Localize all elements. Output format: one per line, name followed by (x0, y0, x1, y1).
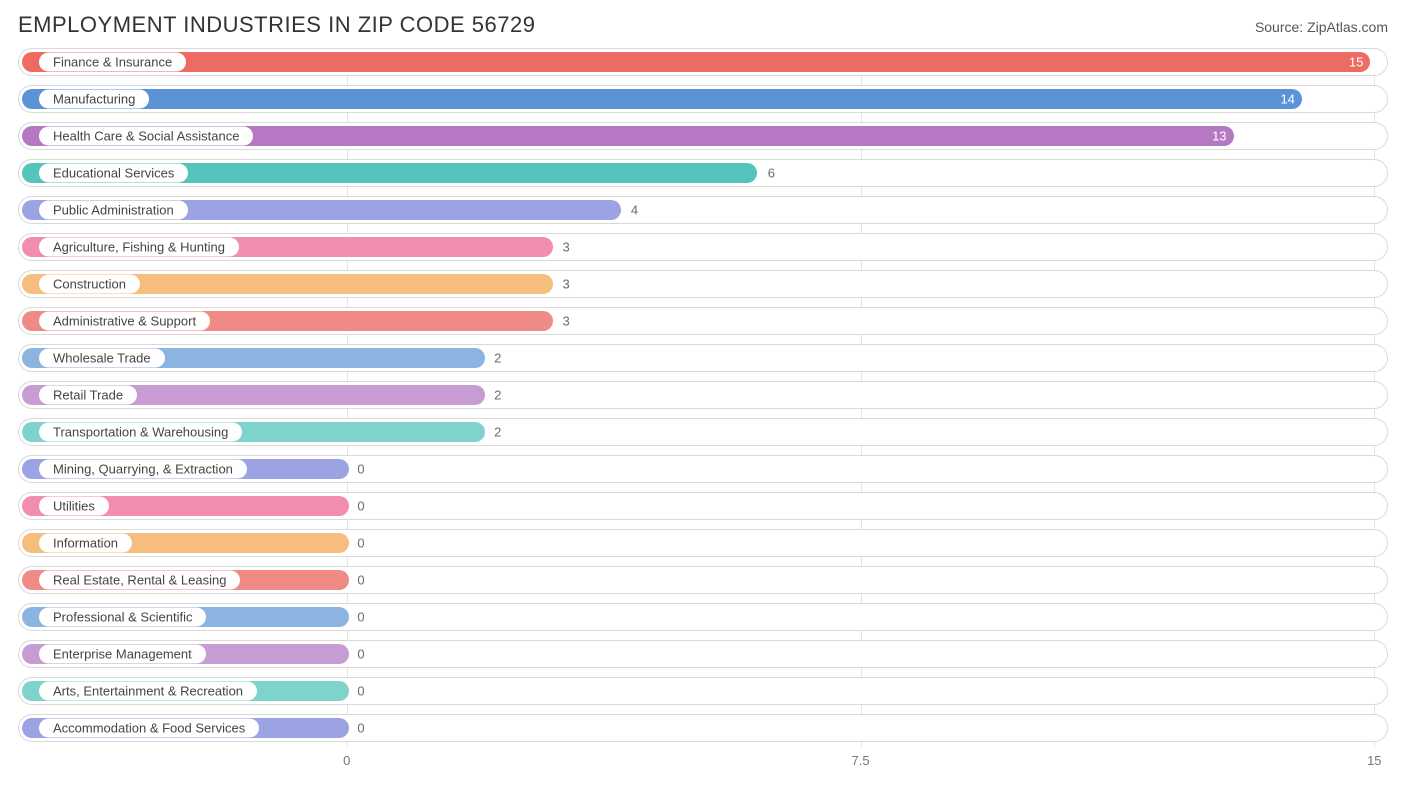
bar-label-pill: Finance & Insurance (39, 53, 186, 72)
bar-label-pill: Professional & Scientific (39, 608, 206, 627)
bar-value: 0 (357, 499, 364, 514)
bar-label-pill: Educational Services (39, 164, 188, 183)
bar-label-pill: Mining, Quarrying, & Extraction (39, 460, 247, 479)
bar-value: 6 (768, 166, 775, 181)
bar-label-pill: Real Estate, Rental & Leasing (39, 571, 240, 590)
bar-label-pill: Public Administration (39, 201, 188, 220)
chart-header: EMPLOYMENT INDUSTRIES IN ZIP CODE 56729 … (18, 12, 1388, 38)
bar-row: Accommodation & Food Services 0 (18, 714, 1388, 742)
bar-value: 2 (494, 388, 501, 403)
bar-value: 15 (1349, 55, 1363, 70)
x-axis: 0 7.5 15 (18, 751, 1388, 775)
bar-label-pill: Retail Trade (39, 386, 137, 405)
bar (22, 52, 1370, 72)
bar-row: Information 0 (18, 529, 1388, 557)
bar (22, 89, 1302, 109)
axis-tick: 7.5 (852, 753, 870, 768)
bar-value: 2 (494, 351, 501, 366)
chart-source: Source: ZipAtlas.com (1255, 19, 1388, 35)
bar-row: Enterprise Management 0 (18, 640, 1388, 668)
bar-row: Mining, Quarrying, & Extraction 0 (18, 455, 1388, 483)
bar-label-pill: Health Care & Social Assistance (39, 127, 253, 146)
bar-label-pill: Agriculture, Fishing & Hunting (39, 238, 239, 257)
bar-value: 0 (357, 610, 364, 625)
bar-row: Health Care & Social Assistance 13 (18, 122, 1388, 150)
bar-value: 3 (563, 240, 570, 255)
bar-row: Educational Services 6 (18, 159, 1388, 187)
bar-row: Arts, Entertainment & Recreation 0 (18, 677, 1388, 705)
bar-row: Wholesale Trade 2 (18, 344, 1388, 372)
bar-label-pill: Information (39, 534, 132, 553)
bar-label-pill: Enterprise Management (39, 645, 206, 664)
bar-value: 13 (1212, 129, 1226, 144)
bar-value: 4 (631, 203, 638, 218)
bar-value: 14 (1280, 92, 1294, 107)
bar-row: Public Administration 4 (18, 196, 1388, 224)
bar-label-pill: Accommodation & Food Services (39, 719, 259, 738)
bar-row: Transportation & Warehousing 2 (18, 418, 1388, 446)
bar-value: 2 (494, 425, 501, 440)
bar-row: Construction 3 (18, 270, 1388, 298)
chart-title: EMPLOYMENT INDUSTRIES IN ZIP CODE 56729 (18, 12, 536, 38)
bar-label-pill: Transportation & Warehousing (39, 423, 242, 442)
bar-value: 0 (357, 647, 364, 662)
bar-label-pill: Administrative & Support (39, 312, 210, 331)
bar-value: 0 (357, 462, 364, 477)
bar-label-pill: Utilities (39, 497, 109, 516)
bar-row: Utilities 0 (18, 492, 1388, 520)
chart-area: Finance & Insurance 15 Manufacturing 14 Heal… (18, 48, 1388, 775)
bar-row: Retail Trade 2 (18, 381, 1388, 409)
bar-value: 0 (357, 573, 364, 588)
bar-row: Real Estate, Rental & Leasing 0 (18, 566, 1388, 594)
bar-value: 0 (357, 721, 364, 736)
bar-label-pill: Wholesale Trade (39, 349, 165, 368)
axis-tick: 0 (343, 753, 350, 768)
bar-row: Agriculture, Fishing & Hunting 3 (18, 233, 1388, 261)
bar-value: 0 (357, 536, 364, 551)
bar-label-pill: Manufacturing (39, 90, 149, 109)
bar-row: Manufacturing 14 (18, 85, 1388, 113)
bar-label-pill: Arts, Entertainment & Recreation (39, 682, 257, 701)
bar-value: 0 (357, 684, 364, 699)
axis-tick: 15 (1367, 753, 1381, 768)
bar-row: Administrative & Support 3 (18, 307, 1388, 335)
bar-row: Professional & Scientific 0 (18, 603, 1388, 631)
bar-label-pill: Construction (39, 275, 140, 294)
bar-value: 3 (563, 277, 570, 292)
chart-rows: Finance & Insurance 15 Manufacturing 14 Heal… (18, 48, 1388, 742)
bar-row: Finance & Insurance 15 (18, 48, 1388, 76)
bar-value: 3 (563, 314, 570, 329)
